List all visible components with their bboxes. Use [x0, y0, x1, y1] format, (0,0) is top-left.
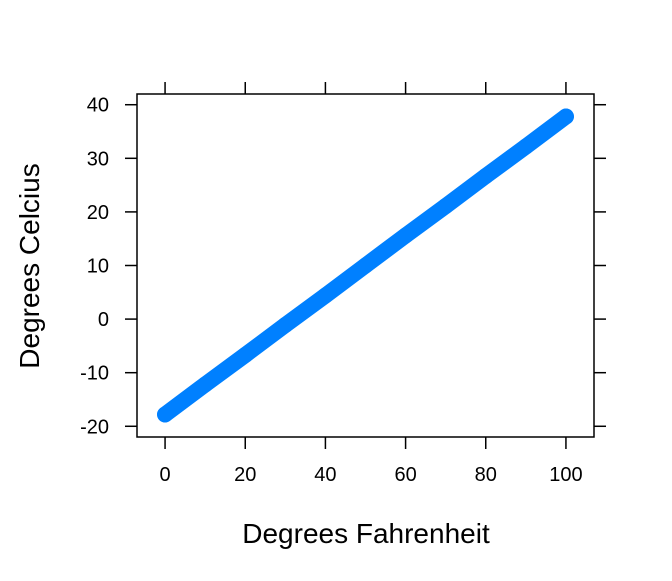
- x-tick-label: 80: [475, 464, 497, 486]
- y-tick-label: -10: [80, 363, 109, 385]
- x-axis-ticks: 0 20 40 60 80 100: [159, 82, 583, 486]
- y-tick-label: 0: [98, 309, 109, 331]
- y-tick-label: -20: [80, 416, 109, 438]
- x-tick-label: 20: [234, 464, 256, 486]
- data-point: [397, 227, 414, 244]
- data-point: [197, 376, 214, 393]
- x-tick-label: 60: [394, 464, 416, 486]
- y-axis-ticks: -20 -10 0 10 20 30 40: [80, 95, 606, 438]
- x-tick-label: 0: [159, 464, 170, 486]
- data-point: [317, 287, 334, 304]
- data-point: [437, 198, 454, 215]
- x-tick-label: 100: [549, 464, 582, 486]
- data-point: [477, 167, 494, 184]
- x-axis-title: Degrees Fahrenheit: [242, 518, 490, 549]
- y-tick-label: 20: [87, 202, 109, 224]
- y-tick-label: 30: [87, 148, 109, 170]
- data-point: [157, 406, 174, 423]
- data-point: [557, 108, 574, 125]
- data-point: [357, 257, 374, 274]
- series-layer: [157, 108, 574, 423]
- y-axis-title: Degrees Celcius: [14, 163, 45, 368]
- data-point: [277, 316, 294, 333]
- y-tick-label: 10: [87, 256, 109, 278]
- data-point: [517, 138, 534, 155]
- x-tick-label: 40: [314, 464, 336, 486]
- data-point: [237, 347, 254, 364]
- y-tick-label: 40: [87, 95, 109, 117]
